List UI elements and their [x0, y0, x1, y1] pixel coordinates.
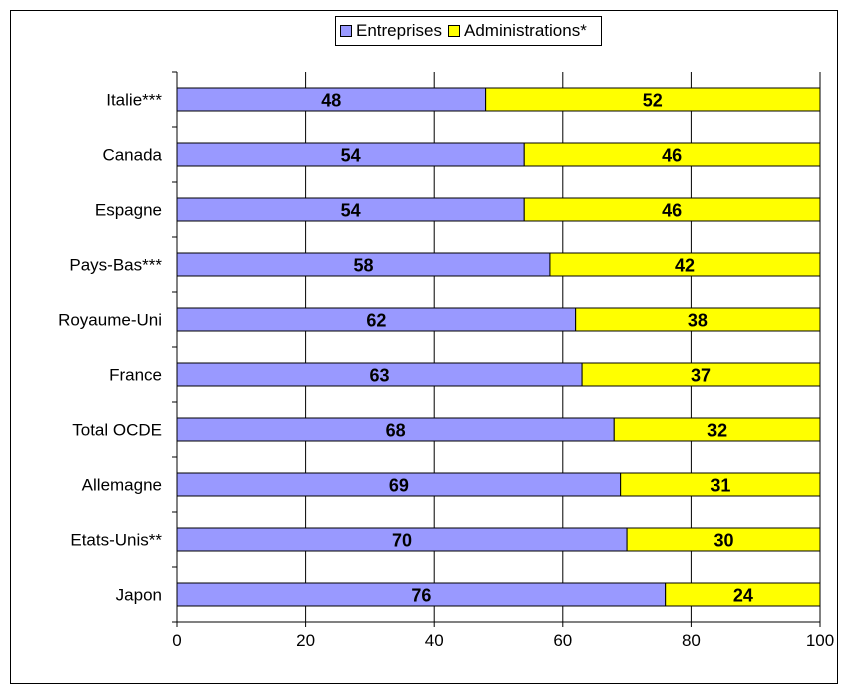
category-label: Royaume-Uni: [58, 311, 162, 330]
data-label: 42: [675, 256, 695, 276]
data-label: 52: [643, 91, 663, 111]
bar-administrations: [523, 197, 821, 222]
x-tick-label-40: 40: [425, 631, 444, 650]
data-label: 63: [370, 366, 390, 386]
category-label: Japon: [116, 586, 162, 605]
data-label: 62: [366, 311, 386, 331]
bar-administrations: [581, 362, 821, 387]
data-label: 68: [386, 421, 406, 441]
data-label: 48: [321, 91, 341, 111]
bar-administrations: [665, 582, 821, 607]
data-label: 54: [341, 201, 361, 221]
data-label: 32: [707, 421, 727, 441]
category-label: Canada: [102, 146, 162, 165]
category-label: France: [109, 366, 162, 385]
data-label: 54: [341, 146, 361, 166]
data-label: 24: [733, 586, 753, 606]
legend-label-entreprises: Entreprises: [356, 21, 442, 40]
bar-administrations: [613, 417, 821, 442]
legend-item-entreprises: Entreprises: [340, 21, 442, 41]
category-label: Total OCDE: [72, 421, 162, 440]
legend: Entreprises Administrations*: [335, 16, 602, 46]
data-label: 76: [411, 586, 431, 606]
x-tick-label-80: 80: [682, 631, 701, 650]
chart-frame: [10, 10, 838, 684]
legend-swatch-administrations: [447, 25, 460, 37]
category-label: Pays-Bas***: [69, 256, 162, 275]
x-tick-label-100: 100: [806, 631, 834, 650]
data-label: 31: [710, 476, 730, 496]
x-tick-label-0: 0: [172, 631, 181, 650]
legend-swatch-entreprises: [340, 25, 352, 37]
bar-administrations: [485, 87, 821, 112]
legend-item-administrations: Administrations*: [447, 21, 587, 41]
legend-label-administrations: Administrations*: [463, 21, 587, 40]
category-label: Espagne: [95, 201, 162, 220]
data-label: 30: [714, 531, 734, 551]
x-tick-label-60: 60: [553, 631, 572, 650]
data-label: 69: [389, 476, 409, 496]
data-label: 46: [662, 146, 682, 166]
data-label: 46: [662, 201, 682, 221]
bar-administrations: [549, 252, 821, 277]
x-tick-label-20: 20: [296, 631, 315, 650]
bar-administrations: [523, 142, 821, 167]
bar-administrations: [626, 527, 821, 552]
bar-administrations: [575, 307, 821, 332]
data-label: 70: [392, 531, 412, 551]
bar-administrations: [620, 472, 821, 497]
data-label: 58: [353, 256, 373, 276]
category-label: Allemagne: [82, 476, 162, 495]
category-label: Italie***: [106, 91, 162, 110]
data-label: 38: [688, 311, 708, 331]
category-label: Etats-Unis**: [70, 531, 162, 550]
data-label: 37: [691, 366, 711, 386]
